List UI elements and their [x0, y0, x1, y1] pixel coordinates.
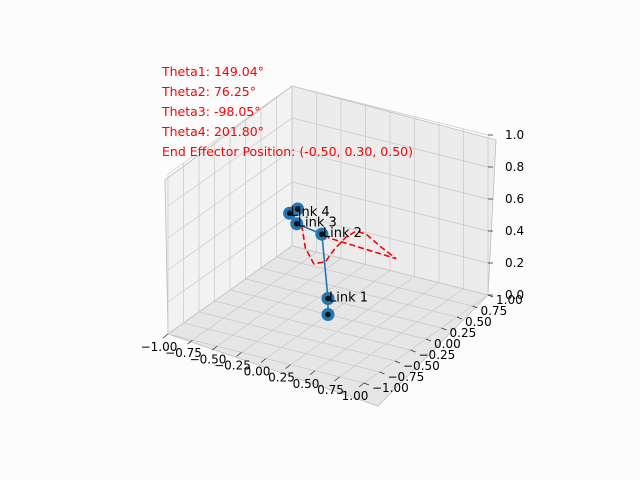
y-tick-label: 0.25: [450, 326, 477, 340]
x-tick-mark: [187, 339, 193, 345]
y-tick-mark: [425, 338, 432, 342]
axis-ticks: −1.00−0.75−0.50−0.250.000.250.500.751.00…: [141, 128, 524, 403]
info-line: Theta3: -98.05°: [161, 104, 261, 119]
x-tick-label: 0.25: [268, 371, 295, 385]
x-tick-mark: [334, 376, 340, 382]
y-tick-label: 0.00: [434, 337, 461, 351]
grid-lines: [167, 85, 489, 384]
x-tick-label: 0.75: [317, 383, 344, 397]
info-text: Theta1: 149.04° Theta2: 76.25° Theta3: -98…: [161, 64, 413, 159]
x-tick-label: −0.75: [165, 346, 202, 360]
y-tick-mark: [379, 371, 385, 375]
y-tick-label: 1.00: [496, 293, 523, 307]
link-label: Link 2: [323, 226, 362, 241]
z-tick-label: 0.2: [505, 256, 524, 270]
arm-joint-center: [294, 220, 300, 227]
link-label: Link 4: [291, 205, 330, 220]
x-tick-label: 0.00: [244, 365, 271, 379]
x-tick-label: −0.50: [190, 352, 227, 366]
z-tick-label: 1.0: [505, 128, 524, 142]
arm-joint-center: [325, 295, 331, 302]
grid-line-z: [167, 149, 489, 239]
trajectory-path: [300, 224, 397, 265]
grid-line-z: [167, 117, 489, 207]
x-tick-label: −1.00: [141, 340, 178, 354]
grid-line-z: [167, 85, 489, 175]
info-line: End Effector Position: (-0.50, 0.30, 0.5…: [162, 144, 413, 159]
arm-joint-center: [325, 311, 331, 318]
y-tick-mark: [363, 382, 370, 386]
x-tick-mark: [260, 358, 267, 363]
y-tick-label: −0.25: [419, 348, 456, 362]
x-tick-mark: [162, 333, 169, 339]
grid-line-z: [167, 181, 489, 271]
z-tick-label: 0.8: [505, 160, 524, 174]
y-tick-label: −0.75: [388, 370, 425, 384]
y-tick-mark: [472, 305, 478, 309]
link-label: Link 3: [298, 216, 337, 231]
y-tick-label: 0.50: [465, 315, 492, 329]
info-line: Theta1: 149.04°: [161, 64, 264, 79]
z-tick-label: 0.0: [505, 288, 524, 302]
arm-joint-center: [294, 206, 301, 212]
y-tick-mark: [456, 316, 463, 320]
z-tick-label: 0.4: [505, 224, 524, 238]
arm-joint-center: [286, 210, 293, 217]
y-tick-mark: [441, 327, 447, 331]
x-tick-mark: [211, 345, 218, 351]
x-tick-mark: [285, 364, 291, 369]
x-tick-mark: [236, 352, 242, 357]
x-tick-mark: [309, 370, 316, 376]
y-tick-label: 0.75: [481, 304, 508, 318]
grid-line-z: [167, 245, 489, 335]
y-tick-label: −0.50: [403, 359, 440, 373]
x-tick-label: 0.50: [293, 377, 320, 391]
info-line: Theta4: 201.80°: [161, 124, 264, 139]
arm-joint-center: [319, 231, 325, 237]
x-tick-label: 1.00: [342, 389, 369, 403]
z-tick-label: 0.6: [505, 192, 524, 206]
y-tick-mark: [394, 360, 401, 364]
x-tick-label: −0.25: [214, 358, 251, 372]
y-tick-mark: [410, 349, 416, 353]
link-label: Link 1: [329, 291, 368, 306]
info-line: Theta2: 76.25°: [161, 84, 256, 99]
arm-link: [321, 234, 329, 299]
y-tick-label: −1.00: [372, 381, 409, 395]
x-tick-mark: [358, 382, 365, 388]
